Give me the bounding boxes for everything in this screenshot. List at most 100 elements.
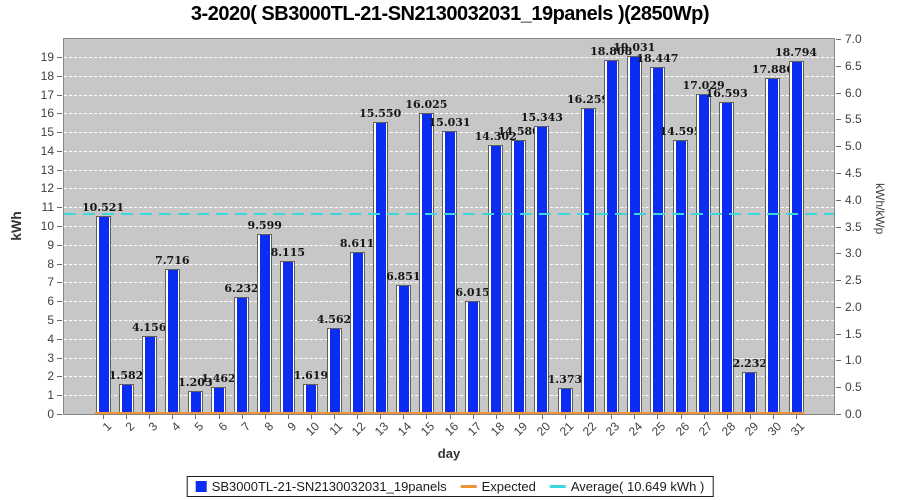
x-axis-tick (680, 415, 682, 419)
x-axis-tick (357, 415, 359, 419)
left-axis-tick-label: 14 (40, 143, 54, 158)
bar-day-5 (187, 391, 203, 414)
x-axis-tick (218, 415, 220, 419)
x-axis-tick-label: 5 (191, 419, 207, 434)
legend-series-label: SB3000TL-21-SN2130032031_19panels (211, 479, 447, 494)
right-axis-tick-label: 4.5 (845, 165, 862, 180)
bar-value-label: 16.025 (405, 98, 448, 111)
bar-day-24 (626, 56, 642, 414)
left-axis-tick-label: 6 (47, 294, 54, 309)
left-axis-tick (57, 113, 62, 115)
chart-title: 3-2020( SB3000TL-21-SN2130032031_19panel… (190, 3, 710, 25)
right-axis-tick-label: 1.5 (845, 326, 862, 341)
bar-value-label: 1.203 (178, 376, 213, 389)
right-axis-tick (836, 65, 841, 67)
left-axis-tick (57, 376, 62, 378)
x-axis-tick (634, 415, 636, 419)
left-axis-tick-label: 8 (47, 256, 54, 271)
right-axis-tick (836, 333, 841, 335)
legend-item-average: Average( 10.649 kWh ) (549, 479, 704, 494)
left-axis-tick (57, 244, 62, 246)
right-axis-tick-label: 6.0 (845, 85, 862, 100)
right-axis-tick (836, 280, 841, 282)
x-axis-tick-label: 4 (168, 419, 184, 434)
bar-value-label: 14.302 (474, 130, 517, 143)
right-axis-tick (836, 199, 841, 201)
bar-day-15 (418, 113, 434, 414)
bar-day-14 (395, 285, 411, 414)
x-axis-tick-label: 24 (626, 419, 646, 439)
x-axis-tick-label: 8 (261, 419, 276, 434)
bar-day-18 (488, 145, 504, 414)
bar-value-label: 18.447 (636, 52, 679, 65)
x-axis-tick (749, 415, 751, 419)
left-axis-tick-label: 18 (40, 68, 54, 83)
left-axis-tick-label: 13 (40, 162, 54, 177)
bar-value-label: 1.582 (108, 369, 144, 382)
x-axis-tick-label: 19 (510, 419, 530, 439)
left-axis-tick-label: 7 (47, 275, 54, 290)
bar-value-label: 8.115 (270, 246, 306, 259)
left-axis-tick-label: 15 (40, 125, 54, 139)
left-axis-tick-label: 5 (47, 313, 54, 327)
x-axis-tick (472, 415, 474, 419)
x-axis-tick (426, 415, 428, 419)
x-axis-tick (449, 415, 451, 419)
left-axis-tick-label: 2 (47, 369, 54, 384)
x-axis-tick-label: 28 (718, 419, 738, 439)
left-axis-tick-label: 17 (40, 87, 54, 102)
x-axis-tick-label: 31 (787, 419, 808, 439)
bar-day-22 (580, 108, 596, 414)
left-axis-tick (57, 226, 62, 227)
bar-day-29 (742, 372, 758, 414)
right-axis-tick-label: 3.5 (845, 219, 862, 234)
bar-day-26 (673, 140, 688, 414)
x-axis-tick-label: 12 (348, 419, 369, 439)
bar-day-7 (234, 297, 250, 414)
left-axis-tick-label: 10 (40, 219, 54, 233)
x-axis-tick (149, 415, 151, 419)
x-axis-tick-label: 13 (372, 419, 392, 439)
right-axis-tick-label: 7.0 (845, 32, 862, 46)
right-axis-tick (836, 39, 841, 40)
right-axis-tick (836, 360, 841, 362)
left-axis-tick (57, 301, 62, 303)
x-axis-title: day (437, 446, 461, 461)
right-axis-tick (836, 414, 841, 415)
right-axis-tick-label: 0.0 (845, 407, 862, 421)
bar-day-11 (326, 328, 342, 414)
x-axis-tick-label: 23 (603, 419, 623, 439)
x-axis-tick (310, 415, 312, 419)
x-axis-tick (611, 415, 613, 419)
bar-value-label: 8.611 (339, 237, 375, 250)
right-axis-tick-label: 0.5 (845, 380, 862, 395)
bar-day-2 (118, 384, 134, 414)
x-axis-tick (126, 415, 128, 419)
bar-day-21 (557, 388, 573, 414)
left-axis-tick (57, 263, 62, 265)
bar-value-label: 18.794 (774, 46, 818, 59)
bar-value-label: 15.031 (428, 116, 471, 129)
bar-value-label: 4.562 (316, 313, 352, 326)
left-axis-tick (57, 338, 62, 340)
series-swatch-icon (195, 481, 207, 492)
bar-value-label: 16.593 (705, 87, 748, 100)
x-axis-tick (588, 415, 590, 419)
x-axis-tick (518, 415, 520, 419)
bar-value-label: 15.343 (520, 111, 563, 124)
bar-day-4 (164, 269, 180, 414)
left-axis-tick (57, 94, 62, 96)
bar-value-label: 4.156 (131, 321, 167, 334)
bar-day-12 (349, 252, 365, 414)
right-axis-tick (836, 306, 841, 308)
bar-day-25 (649, 67, 665, 414)
left-axis-tick-label: 3 (47, 350, 54, 365)
bar-value-label: 1.619 (293, 369, 329, 382)
x-axis-tick-label: 27 (695, 419, 715, 439)
bar-value-label: 6.232 (224, 282, 259, 295)
bar-day-6 (211, 387, 226, 414)
bar-value-label: 17.886 (751, 63, 794, 76)
bar-value-label: 14.580 (497, 125, 540, 138)
x-axis-tick-label: 22 (579, 419, 600, 439)
bar-value-label: 9.599 (247, 219, 282, 232)
